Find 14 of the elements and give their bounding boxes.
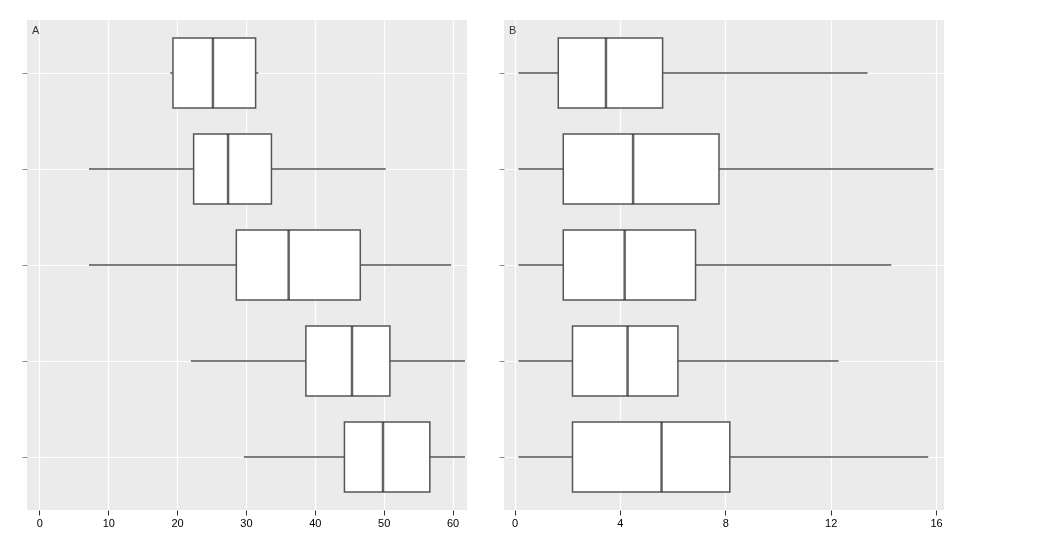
x-tick-label: 8 — [722, 516, 729, 529]
x-tick-label: 30 — [240, 516, 253, 529]
x-tick-label: 12 — [825, 516, 838, 529]
x-tick-label: 4 — [617, 516, 624, 529]
x-tick-label: 0 — [511, 516, 519, 529]
x-tick-label: 0 — [36, 516, 43, 529]
x-tick-label: 20 — [171, 516, 184, 529]
x-tick-label: 10 — [102, 516, 115, 529]
x-tick-label: 60 — [446, 516, 460, 529]
x-tick-label: 50 — [378, 516, 391, 529]
annotation: A — [32, 24, 40, 36]
x-tick-label: 40 — [309, 516, 322, 529]
x-tick-label: 16 — [930, 516, 943, 529]
annotation: B — [509, 24, 517, 36]
